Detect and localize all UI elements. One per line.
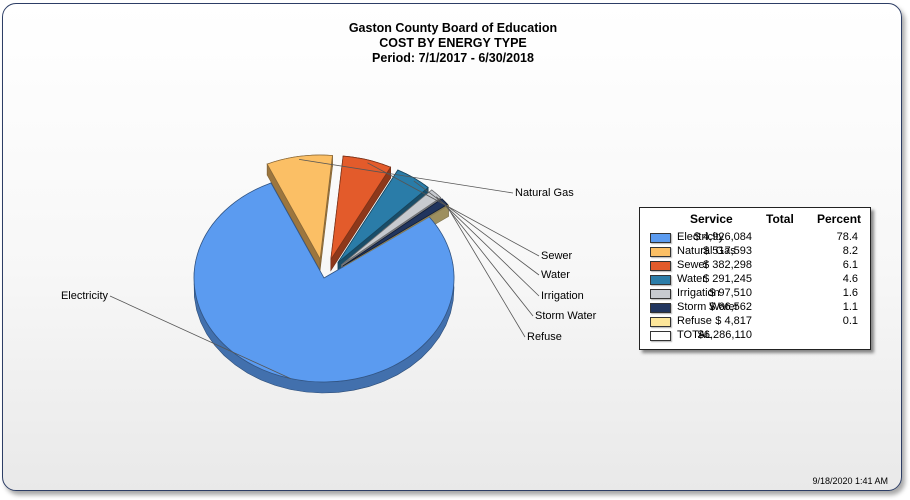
legend-swatch [650, 233, 671, 243]
legend-total-value: $ 4,817 [715, 315, 752, 327]
legend-box: Service Total Percent Electricity $ 4,926… [639, 207, 871, 350]
timestamp: 9/18/2020 1:41 AM [812, 476, 888, 486]
legend-percent-value: 6.1 [842, 259, 858, 271]
legend-percent-value: 8.2 [842, 245, 858, 257]
chart-subtitle: COST BY ENERGY TYPE [379, 36, 527, 50]
legend-service-name: TOTAL [677, 329, 712, 341]
leader-line-natural-gas [299, 159, 514, 194]
leader-line-electricity [109, 295, 291, 379]
legend-total-value: $ 517,593 [703, 245, 752, 257]
slice-label-irrigation: Irrigation [541, 290, 584, 302]
legend-total-value: $ 66,562 [709, 301, 752, 313]
slice-label-electricity: Electricity [61, 290, 109, 302]
legend-swatch [650, 289, 671, 299]
slice-label-natural-gas: Natural Gas [515, 187, 574, 199]
legend-percent-value: 78.4 [836, 231, 858, 243]
leader-line-water [413, 180, 540, 276]
legend-swatch [650, 303, 671, 313]
legend-total-value: $ 97,510 [709, 287, 752, 299]
leader-line-refuse [447, 208, 526, 338]
legend-row-natural-gas: Natural Gas $ 517,593 8.2 [640, 245, 870, 259]
legend-swatch [650, 247, 671, 257]
legend-swatch [650, 261, 671, 271]
legend-row-refuse: Refuse $ 4,817 0.1 [640, 315, 870, 329]
pie-slice-natural-gas [266, 154, 333, 261]
legend-percent-value: 4.6 [842, 273, 858, 285]
legend-service-name: Water [677, 273, 706, 285]
legend-row-total: TOTAL $6,286,110 [640, 329, 870, 343]
legend-percent-value: 0.1 [842, 315, 858, 327]
slice-label-refuse: Refuse [527, 331, 562, 343]
legend-percent-value: 1.1 [842, 301, 858, 313]
legend-service-name: Irrigation [677, 287, 720, 299]
legend-row-storm-water: Storm Water $ 66,562 1.1 [640, 301, 870, 315]
legend-total-value: $ 291,245 [703, 273, 752, 285]
leader-line-storm-water [444, 204, 534, 317]
legend-swatch [650, 331, 671, 341]
chart-title: Gaston County Board of Education [348, 21, 558, 35]
legend-header-service: Service [690, 212, 733, 226]
legend-total-value: $6,286,110 [697, 329, 752, 341]
leader-line-irrigation [436, 196, 540, 297]
pie-slice-water [337, 169, 429, 263]
pie-slice-sewer [330, 155, 392, 260]
legend-swatch [650, 275, 671, 285]
legend-row-irrigation: Irrigation $ 97,510 1.6 [640, 287, 870, 301]
slice-label-storm-water: Storm Water [535, 310, 597, 322]
legend-service-name: Natural Gas [677, 245, 736, 257]
legend-service-name: Sewer [677, 259, 709, 271]
slice-label-sewer: Sewer [541, 250, 573, 262]
pie-slice-storm-water [342, 198, 449, 267]
pie-slice-irrigation [341, 189, 442, 266]
legend-service-name: Storm Water [677, 301, 739, 313]
legend-row-electricity: Electricity $ 4,926,084 78.4 [640, 231, 870, 245]
legend-row-water: Water $ 291,245 4.6 [640, 273, 870, 287]
chart-titles: Gaston County Board of Education COST BY… [0, 21, 906, 66]
chart-period: Period: 7/1/2017 - 6/30/2018 [372, 51, 534, 65]
slice-label-water: Water [541, 269, 570, 281]
pie-slice-refuse [343, 204, 450, 268]
legend-service-name: Electricity [677, 231, 725, 243]
legend-swatch [650, 317, 671, 327]
legend-row-sewer: Sewer $ 382,298 6.1 [640, 259, 870, 273]
legend-total-value: $ 382,298 [703, 259, 752, 271]
legend-service-name: Refuse [677, 315, 712, 327]
legend-total-value: $ 4,926,084 [693, 231, 752, 243]
leader-line-sewer [367, 162, 540, 257]
legend-header-total: Total [766, 212, 794, 226]
legend-header-percent: Percent [817, 212, 862, 226]
legend-percent-value: 1.6 [842, 287, 858, 299]
